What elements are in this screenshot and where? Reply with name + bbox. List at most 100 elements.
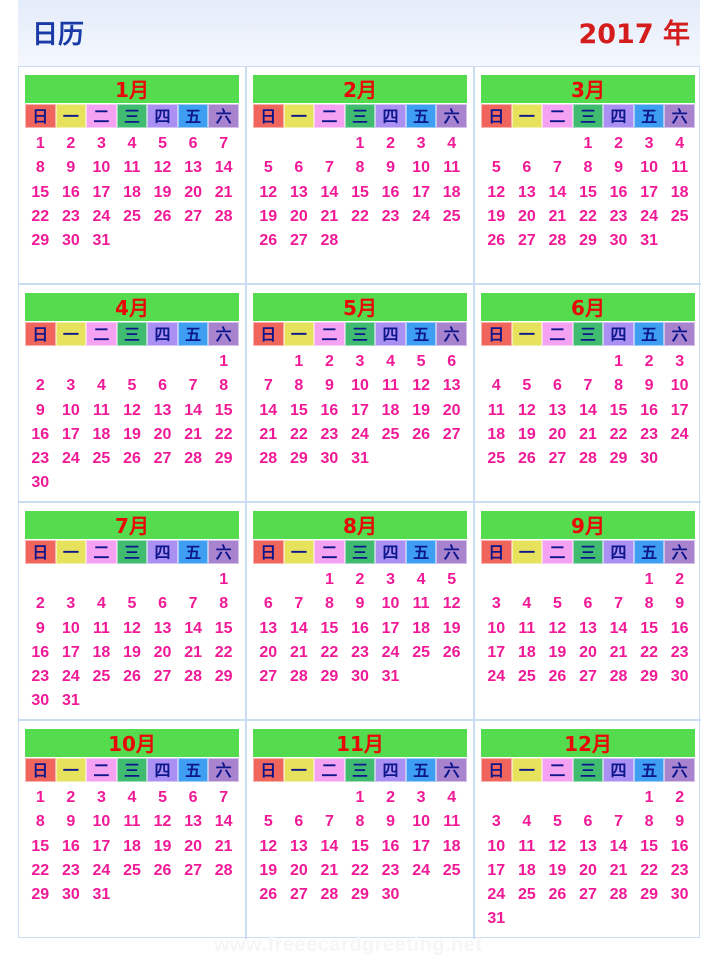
- day-cell: 25: [381, 425, 400, 443]
- day-cell: 8: [219, 377, 229, 395]
- day-cell: 20: [579, 861, 597, 879]
- day-cell: 27: [289, 886, 308, 904]
- day-cell: 21: [214, 183, 233, 201]
- day-cell: 18: [517, 861, 536, 879]
- weekday-cell: 六: [208, 540, 239, 564]
- day-cell: 29: [609, 450, 628, 468]
- day-cell: 5: [552, 595, 562, 613]
- day-cell: 26: [153, 861, 172, 879]
- month-title: 4月: [25, 293, 239, 321]
- day-cell: 10: [487, 837, 506, 855]
- day-cell: 1: [219, 353, 229, 370]
- day-cell: 5: [416, 353, 426, 370]
- day-cell: 6: [583, 595, 593, 613]
- weekday-cell: 日: [25, 322, 56, 346]
- weekday-cell: 四: [375, 322, 406, 346]
- day-cell: 8: [644, 595, 654, 613]
- day-cell: 14: [214, 159, 233, 177]
- day-cell: 9: [614, 159, 623, 177]
- day-cell: 10: [381, 595, 400, 613]
- day-cell: 25: [412, 643, 430, 661]
- month-title: 11月: [253, 729, 467, 757]
- day-cell: 19: [487, 207, 506, 225]
- day-cell: 1: [583, 135, 593, 152]
- day-cell: 4: [447, 135, 457, 152]
- day-cell: 30: [670, 668, 689, 686]
- day-cell: 10: [92, 159, 111, 177]
- day-cell: 6: [263, 595, 273, 613]
- day-cell: 16: [609, 183, 628, 201]
- day-cell: 20: [517, 207, 536, 225]
- day-cell: 11: [92, 619, 110, 637]
- month-block: 5月日一二三四五六 1 2 3 4 5 6 7 8 9 10 11 12 13 14 15 16 17 18 19 20…: [247, 285, 475, 503]
- day-cell: 11: [487, 401, 505, 419]
- day-cell: 11: [92, 401, 110, 419]
- day-cell: 10: [412, 813, 430, 831]
- day-cell: 13: [579, 837, 597, 855]
- day-cell: 24: [61, 668, 80, 686]
- day-cell: 17: [61, 643, 80, 661]
- day-cell: 29: [640, 886, 658, 904]
- day-cell: 23: [609, 207, 628, 225]
- month-grid: 1月日一二三四五六 1 2 3 4 5 6 7 8 9 10 11 12 13 14 15 16 17 18 19 20…: [18, 66, 701, 939]
- day-cell: 5: [127, 377, 137, 395]
- month-block: 10月日一二三四五六 1 2 3 4 5 6 7 8 9 10 11 12 13 14 15 16 17 18 19 2…: [19, 721, 247, 939]
- day-cell: 19: [412, 401, 430, 419]
- weekday-cell: 四: [603, 104, 634, 128]
- weekday-cell: 日: [253, 322, 284, 346]
- weekday-cell: 日: [25, 104, 56, 128]
- day-cell: 21: [214, 837, 233, 855]
- weekday-header-row: 日一二三四五六: [25, 540, 239, 564]
- day-cell: 15: [31, 183, 50, 201]
- empty-day-cell: [512, 350, 543, 374]
- day-cell: 26: [259, 886, 278, 904]
- day-cell: 8: [644, 813, 654, 831]
- day-cell: 25: [670, 207, 689, 225]
- day-cell: 8: [294, 377, 304, 395]
- day-cell: 8: [355, 813, 365, 831]
- weekday-cell: 六: [664, 540, 695, 564]
- day-cell: 25: [487, 450, 506, 468]
- weekday-cell: 六: [436, 540, 467, 564]
- day-grid: 1 2 3 4 5 6 7 8 9 10 11 12 13 14 15 16 17 18 19 20 21 22 23 24 2…: [253, 132, 467, 253]
- day-cell: 25: [123, 861, 141, 879]
- day-cell: 9: [644, 377, 654, 395]
- day-cell: 25: [123, 207, 141, 225]
- day-cell: 30: [351, 668, 369, 686]
- day-cell: 18: [123, 837, 141, 855]
- weekday-cell: 五: [633, 104, 665, 128]
- day-cell: 22: [31, 861, 50, 879]
- day-cell: 9: [324, 377, 334, 395]
- weekday-cell: 四: [147, 104, 178, 128]
- day-cell: 22: [351, 207, 369, 225]
- watermark: www.freeecardgreeting.net: [214, 934, 483, 956]
- day-cell: 12: [123, 619, 141, 637]
- weekday-cell: 二: [542, 104, 573, 128]
- month-title: 6月: [481, 293, 695, 321]
- day-cell: 1: [35, 135, 45, 152]
- day-cell: 6: [294, 813, 304, 831]
- day-cell: 18: [442, 183, 461, 201]
- day-cell: 3: [491, 595, 501, 613]
- day-cell: 1: [644, 571, 654, 588]
- calendar-header: 日历 2017 年: [18, 0, 700, 66]
- day-cell: 8: [355, 159, 365, 177]
- day-cell: 10: [670, 377, 689, 395]
- day-cell: 11: [443, 813, 461, 831]
- weekday-header-row: 日一二三四五六: [25, 104, 239, 128]
- day-cell: 25: [442, 861, 461, 879]
- day-cell: 7: [614, 595, 623, 613]
- day-cell: 21: [184, 643, 202, 661]
- day-cell: 4: [96, 595, 106, 613]
- day-cell: 23: [670, 861, 689, 879]
- day-cell: 19: [259, 207, 278, 225]
- day-cell: 7: [324, 159, 334, 177]
- weekday-cell: 五: [633, 758, 665, 782]
- day-cell: 10: [92, 813, 111, 831]
- day-cell: 1: [355, 135, 365, 152]
- day-cell: 15: [579, 183, 597, 201]
- weekday-cell: 五: [405, 540, 437, 564]
- empty-day-cell: [253, 786, 284, 810]
- day-cell: 15: [289, 401, 308, 419]
- day-cell: 25: [517, 668, 536, 686]
